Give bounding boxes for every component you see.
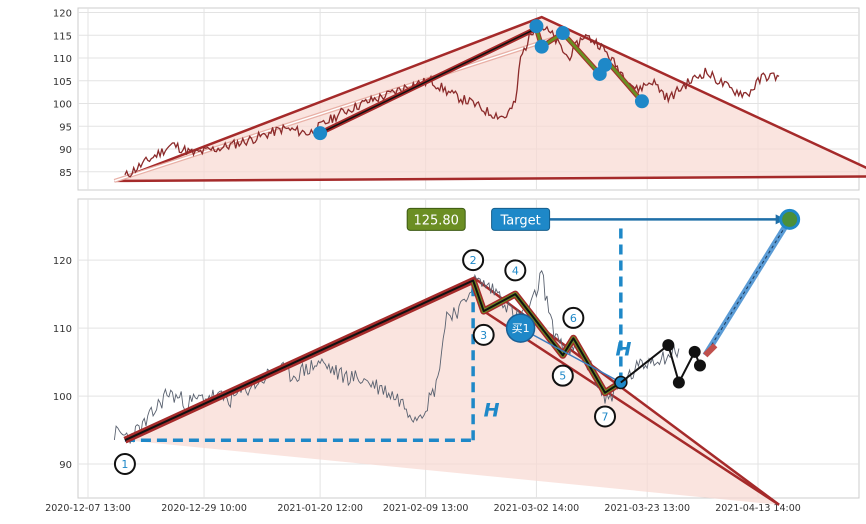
x-tick-label: 2020-12-07 13:00 bbox=[45, 503, 131, 514]
wave-point-label: 5 bbox=[559, 370, 566, 383]
upper-price-line bbox=[124, 24, 780, 178]
upper-pivot-marker bbox=[529, 19, 544, 34]
target-label-box bbox=[491, 207, 551, 231]
lower-y-tick-label: 110 bbox=[53, 324, 72, 335]
wave-point-circle bbox=[462, 249, 485, 272]
price-tag-box bbox=[406, 207, 466, 231]
target-marker bbox=[779, 208, 801, 230]
projection-marker bbox=[672, 376, 685, 389]
upper-pivot-marker bbox=[634, 94, 649, 109]
target-arrow-tail bbox=[703, 343, 718, 358]
projection-marker bbox=[693, 359, 706, 372]
target-arrow-core bbox=[704, 219, 791, 356]
upper-y-tick-label: 120 bbox=[53, 9, 72, 20]
wave-point-circle bbox=[551, 364, 574, 387]
upper-channel-fill bbox=[114, 17, 866, 181]
wave-point-label: 2 bbox=[470, 254, 477, 267]
projection-marker bbox=[688, 345, 701, 358]
x-tick-label: 2021-04-13 14:00 bbox=[715, 503, 801, 514]
wave-point-circle bbox=[594, 405, 617, 428]
x-tick-label: 2021-01-20 12:00 bbox=[277, 503, 363, 514]
upper-pivot-marker bbox=[598, 57, 613, 72]
height-label: H bbox=[616, 338, 632, 360]
x-tick-label: 2021-02-09 13:00 bbox=[383, 503, 469, 514]
lower-y-tick-label: 90 bbox=[59, 460, 72, 471]
projection-marker bbox=[662, 339, 675, 352]
upper-pivot-marker bbox=[555, 26, 570, 41]
height-label: H bbox=[484, 399, 500, 421]
upper-channel-base bbox=[114, 175, 866, 183]
buy-signal-label: 买1 bbox=[512, 322, 530, 335]
wave-point-label: 6 bbox=[570, 312, 577, 325]
lower-y-tick-label: 100 bbox=[53, 392, 72, 403]
upper-y-tick-label: 110 bbox=[53, 54, 72, 65]
buy-signal-line bbox=[520, 327, 622, 384]
upper-channel-line bbox=[113, 15, 866, 183]
x-tick-label: 2020-12-29 10:00 bbox=[161, 503, 247, 514]
wave-point-label: 3 bbox=[480, 329, 487, 342]
wave-point-circle bbox=[504, 259, 527, 282]
lower-channel-lower bbox=[482, 310, 780, 506]
x-tick-label: 2021-03-23 13:00 bbox=[604, 503, 690, 514]
upper-pivot-marker bbox=[313, 126, 328, 141]
wave-point-label: 4 bbox=[512, 264, 519, 277]
wave-point-label: 7 bbox=[602, 410, 609, 423]
lower-wave-core bbox=[124, 279, 622, 442]
price-tag-text: 125.80 bbox=[413, 213, 459, 228]
upper-wave-core bbox=[319, 27, 537, 134]
upper-y-tick-label: 90 bbox=[59, 145, 72, 156]
upper-y-tick-label: 100 bbox=[53, 100, 72, 111]
lower-y-tick-label: 120 bbox=[53, 256, 72, 267]
x-tick-label: 2021-03-02 14:00 bbox=[494, 503, 580, 514]
wave-point-circle bbox=[472, 323, 495, 346]
wave-point-circle bbox=[113, 453, 136, 476]
upper-y-tick-label: 85 bbox=[59, 168, 72, 179]
upper-pointer-arrow-core bbox=[114, 34, 564, 182]
upper-pivot-marker bbox=[534, 39, 549, 54]
upper-y-tick-label: 105 bbox=[53, 77, 72, 88]
buy-signal-marker bbox=[505, 313, 536, 343]
target-label-text: Target bbox=[499, 213, 540, 228]
wave-point-circle bbox=[562, 306, 585, 329]
wave-point-label: 1 bbox=[121, 458, 128, 471]
upper-y-tick-label: 95 bbox=[59, 122, 72, 133]
lower-channel-fill bbox=[124, 277, 780, 505]
upper-y-tick-label: 115 bbox=[53, 31, 72, 42]
